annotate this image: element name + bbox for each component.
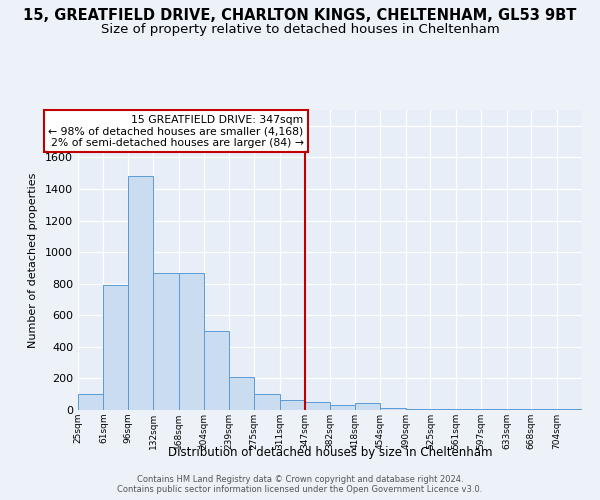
Bar bbox=[380, 408, 406, 410]
Bar bbox=[103, 286, 128, 410]
Bar bbox=[280, 400, 305, 410]
Bar bbox=[179, 272, 204, 410]
Text: Distribution of detached houses by size in Cheltenham: Distribution of detached houses by size … bbox=[168, 446, 492, 459]
Bar bbox=[531, 409, 557, 410]
Bar bbox=[406, 409, 430, 410]
Text: Contains public sector information licensed under the Open Government Licence v3: Contains public sector information licen… bbox=[118, 485, 482, 494]
Bar bbox=[154, 272, 179, 410]
Bar bbox=[355, 403, 380, 410]
Bar bbox=[506, 409, 531, 410]
Bar bbox=[430, 409, 456, 410]
Bar bbox=[456, 409, 481, 410]
Bar bbox=[329, 406, 355, 410]
Text: 15, GREATFIELD DRIVE, CHARLTON KINGS, CHELTENHAM, GL53 9BT: 15, GREATFIELD DRIVE, CHARLTON KINGS, CH… bbox=[23, 8, 577, 22]
Bar bbox=[128, 176, 154, 410]
Bar bbox=[481, 409, 506, 410]
Y-axis label: Number of detached properties: Number of detached properties bbox=[28, 172, 38, 348]
Text: Size of property relative to detached houses in Cheltenham: Size of property relative to detached ho… bbox=[101, 22, 499, 36]
Bar bbox=[305, 402, 329, 410]
Bar bbox=[78, 394, 103, 410]
Text: Contains HM Land Registry data © Crown copyright and database right 2024.: Contains HM Land Registry data © Crown c… bbox=[137, 475, 463, 484]
Text: 15 GREATFIELD DRIVE: 347sqm
← 98% of detached houses are smaller (4,168)
2% of s: 15 GREATFIELD DRIVE: 347sqm ← 98% of det… bbox=[49, 114, 304, 148]
Bar bbox=[204, 331, 229, 410]
Bar bbox=[229, 377, 254, 410]
Bar bbox=[557, 409, 582, 410]
Bar bbox=[254, 394, 280, 410]
